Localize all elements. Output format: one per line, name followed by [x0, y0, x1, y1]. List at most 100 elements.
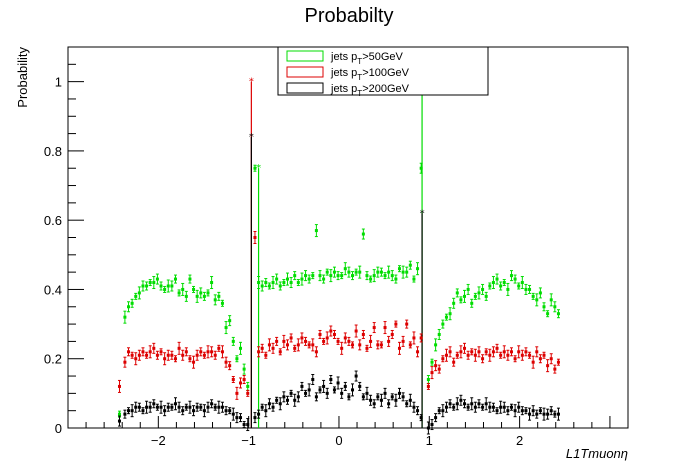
point-marker: [372, 402, 376, 406]
spike-layer: *****: [249, 77, 425, 428]
point-marker: [354, 374, 358, 378]
point-marker: [300, 384, 304, 388]
point-marker: [260, 346, 264, 350]
data-point: [549, 406, 553, 416]
point-marker: [195, 294, 199, 298]
data-point: [343, 381, 347, 391]
point-marker: [455, 353, 459, 357]
x-tick-label: 1: [426, 433, 433, 448]
point-marker: [264, 281, 268, 285]
point-marker: [452, 405, 456, 409]
data-point: [365, 271, 369, 281]
data-point: [405, 400, 409, 408]
x-tick-label: −1: [241, 433, 256, 448]
data-point: [434, 413, 438, 423]
x-tick-label: 2: [516, 433, 523, 448]
data-point: [300, 381, 304, 391]
y-axis-label: Probability: [15, 47, 30, 108]
point-marker: [556, 412, 560, 416]
point-marker: [401, 270, 405, 274]
data-point: [145, 351, 149, 359]
data-point: [473, 348, 477, 362]
point-marker: [130, 301, 134, 305]
data-point: [322, 337, 326, 345]
data-point: [488, 348, 492, 362]
data-point: [546, 310, 550, 318]
point-marker: [217, 405, 221, 409]
point-marker: [199, 350, 203, 354]
data-point: [408, 393, 412, 407]
point-marker: [394, 398, 398, 402]
data-point: [181, 406, 185, 416]
data-point: [437, 407, 441, 415]
point-marker: [376, 343, 380, 347]
point-marker: [271, 281, 275, 285]
point-marker: [408, 398, 412, 402]
data-point: [506, 349, 510, 361]
point-marker: [322, 384, 326, 388]
data-point: [383, 321, 387, 335]
data-point: [141, 407, 145, 415]
data-point: [271, 342, 275, 354]
legend-entry: jets pT>200GeV: [330, 83, 410, 98]
point-marker: [184, 294, 188, 298]
point-marker: [394, 322, 398, 326]
point-marker: [285, 343, 289, 347]
data-point: [466, 403, 470, 411]
data-point: [202, 291, 206, 301]
data-point: [307, 274, 311, 284]
data-point: [231, 376, 235, 384]
point-marker: [177, 346, 181, 350]
data-point: [293, 393, 297, 407]
point-marker: [452, 360, 456, 364]
y-axis: 0 0.2 0.4 0.6 0.8 1: [44, 46, 84, 436]
x-tick-label: 0: [335, 433, 342, 448]
point-marker: [289, 281, 293, 285]
data-point: [199, 287, 203, 299]
data-point: [437, 364, 441, 374]
point-marker: [387, 270, 391, 274]
data-point: [296, 338, 300, 352]
point-marker: [491, 350, 495, 354]
point-marker: [257, 281, 261, 285]
point-marker: [481, 405, 485, 409]
data-point: [538, 354, 542, 364]
point-marker: [535, 298, 539, 302]
point-marker: [217, 294, 221, 298]
data-point: [127, 407, 131, 415]
point-marker: [426, 378, 430, 382]
data-point: [459, 296, 463, 304]
point-marker: [300, 277, 304, 281]
data-point: [173, 355, 177, 363]
point-marker: [325, 336, 329, 340]
point-marker: [426, 384, 430, 388]
point-marker: [155, 353, 159, 357]
point-marker: [528, 287, 532, 291]
data-point: [329, 325, 333, 337]
point-marker: [466, 287, 470, 291]
data-point: [318, 270, 322, 282]
data-point: [383, 387, 387, 399]
data-point: [235, 412, 239, 424]
data-point: [325, 331, 329, 345]
data-point: [416, 406, 420, 416]
point-marker: [524, 287, 528, 291]
point-marker: [152, 346, 156, 350]
data-point: [314, 346, 318, 358]
point-marker: [444, 315, 448, 319]
data-point: [412, 331, 416, 345]
point-marker: [246, 391, 250, 395]
data-point: [217, 291, 221, 301]
point-marker: [437, 409, 441, 413]
data-point: [145, 281, 149, 291]
y-tick-label: 0.4: [44, 282, 62, 297]
data-point: [434, 338, 438, 352]
data-point: [264, 278, 268, 288]
point-marker: [278, 284, 282, 288]
point-marker: [141, 409, 145, 413]
point-marker: [358, 270, 362, 274]
data-point: [210, 346, 214, 358]
data-point: [130, 351, 134, 359]
point-marker: [459, 350, 463, 354]
